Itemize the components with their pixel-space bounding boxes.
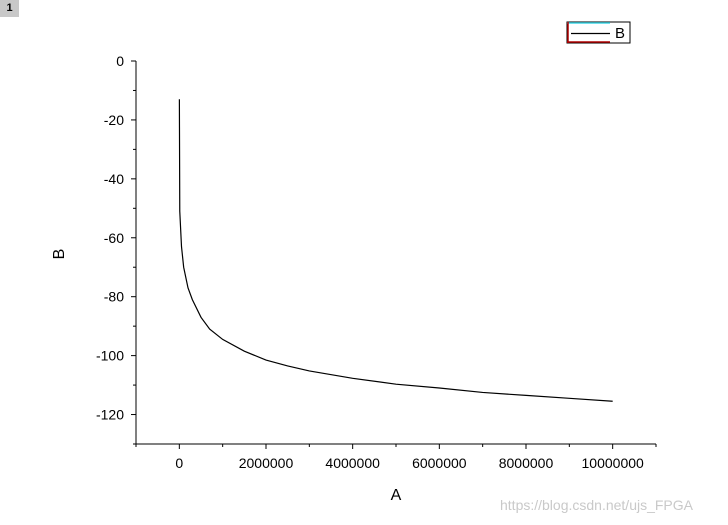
legend-label: B [615, 25, 625, 42]
legend-box [566, 21, 631, 44]
chart-axes [135, 61, 656, 445]
y-tick-label: -60 [104, 230, 124, 246]
x-tick-label: 10000000 [582, 455, 645, 471]
x-tick-label: 8000000 [499, 455, 554, 471]
page-number-tag: 1 [0, 0, 19, 17]
series-line [178, 99, 613, 402]
y-tick-label: 0 [116, 53, 124, 69]
x-tick-label: 2000000 [239, 455, 294, 471]
x-axis-title: A [391, 487, 402, 504]
y-tick-label: -100 [96, 348, 124, 364]
x-tick-label: 0 [175, 455, 183, 471]
watermark: https://blog.csdn.net/ujs_FPGA [500, 497, 693, 513]
y-axis-title: B [51, 249, 68, 260]
y-tick-label: -20 [104, 112, 124, 128]
chart-series [178, 99, 613, 402]
y-tick-label: -40 [104, 171, 124, 187]
chart-ticks: 0 -20 -40 -60 -80 -100 -120 0 2000000 4000000 6000… [96, 53, 657, 471]
x-tick-label: 6000000 [412, 455, 467, 471]
y-tick-label: -80 [104, 289, 124, 305]
x-tick-label: 4000000 [325, 455, 380, 471]
y-tick-label: -120 [96, 407, 124, 423]
chart-legend: B [566, 21, 631, 44]
